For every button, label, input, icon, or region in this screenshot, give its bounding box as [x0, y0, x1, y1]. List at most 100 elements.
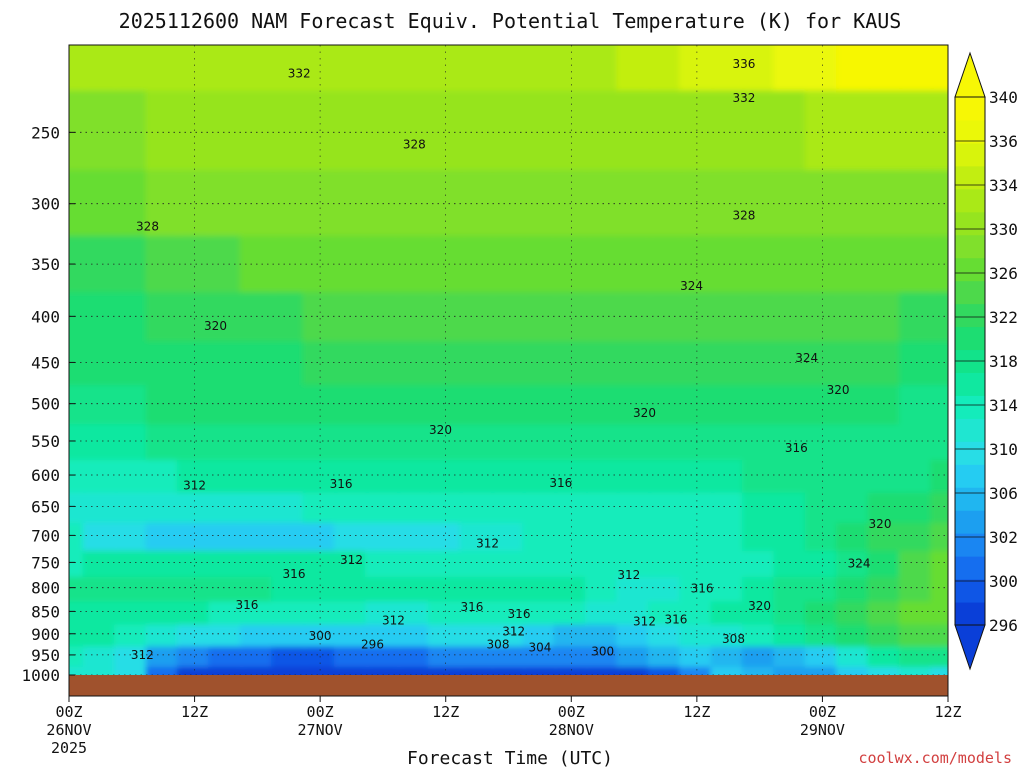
field-cell [145, 488, 181, 523]
field-cell [773, 420, 809, 460]
field-cell [239, 456, 276, 493]
colorbar-segment [955, 395, 985, 419]
field-cell [490, 86, 527, 171]
field-cell [741, 288, 778, 342]
field-cell [271, 518, 307, 551]
field-cell [333, 381, 370, 425]
field-cell [208, 45, 244, 91]
field-cell [585, 488, 621, 523]
field-cell [773, 518, 809, 551]
field-cell [522, 620, 558, 647]
field-cell [208, 573, 244, 602]
field-cell [396, 231, 432, 293]
field-cell [930, 166, 948, 236]
field-cell [616, 456, 652, 493]
contour-label: 296 [361, 638, 384, 652]
field-cell [898, 166, 935, 236]
field-cell [867, 518, 903, 551]
field-cell [930, 456, 948, 493]
field-cell [396, 518, 432, 551]
field-cell [208, 288, 244, 342]
contour-label: 332 [288, 66, 311, 80]
field-cell [930, 337, 948, 386]
colorbar-segment [955, 326, 985, 351]
field-cell [930, 86, 948, 171]
field-cell [333, 420, 370, 460]
field-cell [82, 166, 119, 236]
field-cell [114, 546, 150, 577]
field-cell [365, 166, 401, 236]
field-cell [647, 597, 684, 625]
field-cell [459, 166, 495, 236]
field-cell [459, 420, 495, 460]
x-tick-label: 00Z [558, 703, 585, 721]
field-cell [459, 518, 495, 551]
field-cell [741, 231, 778, 293]
field-cell [522, 288, 558, 342]
field-cell [710, 488, 746, 523]
field-cell [145, 420, 181, 460]
colorbar-segment [955, 257, 985, 282]
colorbar-segment [955, 464, 985, 488]
field-cell [836, 381, 872, 425]
field-cell [741, 456, 778, 493]
field-cell [302, 420, 338, 460]
field-cell [333, 573, 370, 602]
field-cell [804, 231, 841, 293]
colorbar-segment [955, 579, 985, 603]
field-cell [396, 488, 432, 523]
field-cell [365, 546, 401, 577]
field-cell [585, 288, 621, 342]
contour-label: 316 [508, 607, 531, 621]
y-tick-label: 400 [31, 307, 60, 326]
field-cell [490, 456, 527, 493]
field-cell [114, 420, 150, 460]
field-cell [647, 573, 684, 602]
field-cell [459, 45, 495, 91]
x-axis-label: Forecast Time (UTC) [407, 748, 613, 768]
field-cell [333, 45, 370, 91]
field-cell [616, 288, 652, 342]
field-cell [679, 231, 715, 293]
contour-label: 332 [732, 91, 755, 105]
field-cell [616, 231, 652, 293]
colorbar-segment [955, 441, 985, 465]
field-cell [836, 45, 872, 91]
field-cell [145, 546, 181, 577]
colorbar-segment [955, 211, 985, 236]
x-tick-label: 00Z [55, 703, 82, 721]
contour-label: 320 [748, 599, 771, 613]
field-cell [208, 381, 244, 425]
field-cell [208, 518, 244, 551]
field-cell [302, 166, 338, 236]
colorbar-label: 322 [989, 308, 1018, 327]
field-cell [396, 620, 432, 647]
field-cell [930, 488, 948, 523]
field-cell [553, 86, 589, 171]
field-cell [930, 45, 948, 91]
field-cell [365, 488, 401, 523]
field-cell [836, 337, 872, 386]
contour-label: 316 [283, 567, 306, 581]
field-cell [585, 337, 621, 386]
field-cell [804, 166, 841, 236]
field-cell [82, 597, 119, 625]
field-cell [239, 546, 276, 577]
field-cell [898, 231, 935, 293]
field-cell [396, 456, 432, 493]
contour-label: 312 [183, 478, 206, 492]
field-cell [804, 86, 841, 171]
colorbar-segment [955, 142, 985, 167]
field-cell [522, 573, 558, 602]
contour-label: 308 [722, 632, 745, 646]
y-tick-label: 600 [31, 466, 60, 485]
field-cell [898, 381, 935, 425]
field-cell [239, 231, 276, 293]
field-cell [333, 546, 370, 577]
field-cell [522, 488, 558, 523]
field-cell [114, 573, 150, 602]
contour-label: 324 [680, 279, 703, 293]
field-cell [585, 86, 621, 171]
field-cell [333, 337, 370, 386]
field-cell [585, 166, 621, 236]
